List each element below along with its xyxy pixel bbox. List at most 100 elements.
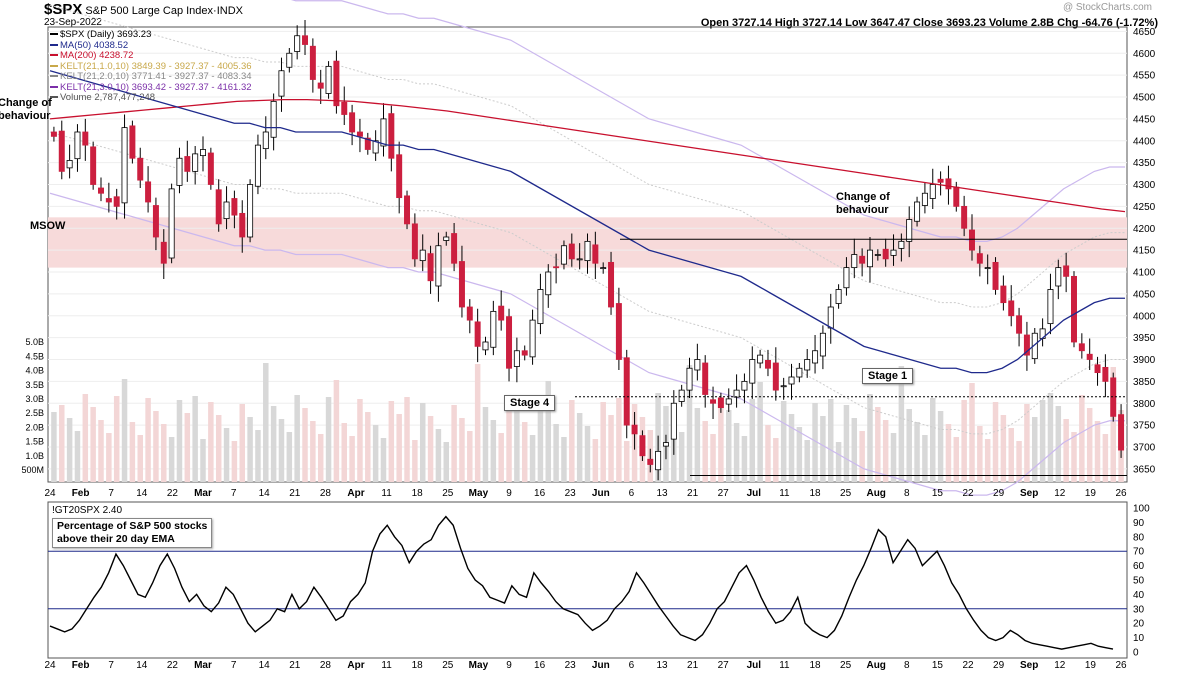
candle-body [262, 131, 269, 150]
candle-body [286, 52, 293, 68]
volume-bar [757, 382, 763, 482]
volume-bar [553, 424, 559, 482]
candle-body [686, 367, 693, 391]
legend-swatch [50, 43, 58, 46]
volume-bar [325, 397, 332, 482]
volume-bar [223, 428, 230, 482]
volume-bar [239, 404, 245, 482]
candle-body [215, 189, 222, 225]
candle-body [231, 198, 238, 216]
volume-bar [1079, 395, 1085, 482]
volume-bar [357, 399, 363, 482]
volume-bar [804, 440, 810, 482]
volume-bar [247, 417, 253, 482]
stage1-label: Stage 1 [862, 368, 914, 384]
y-tick-label: 4650 [1133, 27, 1156, 38]
x-tick-label: 25 [840, 660, 852, 671]
volume-bar [365, 412, 371, 482]
volume-bar [82, 394, 89, 482]
volume-bar [215, 415, 222, 482]
x-tick-label: 21 [687, 660, 699, 671]
legend-text: Volume 2,787,477,248 [60, 92, 156, 103]
volume-bar [733, 423, 740, 482]
candle-body [98, 187, 104, 194]
lower-y-tick-label: 80 [1133, 532, 1145, 543]
volume-bar [412, 440, 418, 482]
candle-body [176, 157, 183, 186]
x-tick-label: 6 [629, 660, 635, 671]
candle-body [1023, 334, 1030, 356]
volume-bar [859, 431, 865, 482]
volume-bar [66, 418, 73, 482]
lower-y-tick-label: 10 [1133, 633, 1145, 644]
chart-date: 23-Sep-2022 [44, 17, 102, 28]
volume-bar [623, 441, 630, 482]
lower-y-tick-label: 100 [1133, 504, 1150, 515]
candle-body [576, 258, 583, 261]
candle-body [976, 253, 983, 264]
candle-body [608, 261, 615, 308]
volume-bar [90, 407, 96, 482]
x-tick-label: Jun [592, 488, 610, 499]
candle-body [553, 266, 560, 269]
volume-bar [898, 366, 905, 482]
candle-body [537, 289, 544, 325]
candle-body [184, 156, 191, 172]
legend-swatch [50, 85, 58, 88]
ohlc-readout: Open 3727.14 High 3727.14 Low 3647.47 Cl… [700, 17, 1158, 29]
x-tick-label: 16 [534, 488, 546, 499]
y-tick-label: 4050 [1133, 289, 1156, 300]
volume-bar [702, 421, 708, 482]
x-tick-label: 12 [1054, 488, 1066, 499]
x-tick-label: Sep [1020, 488, 1038, 499]
candle-body [474, 321, 481, 347]
y-tick-label: 4300 [1133, 180, 1156, 191]
candle-body [631, 424, 638, 435]
volume-bar [765, 425, 771, 482]
candle-body [812, 350, 819, 364]
x-tick-label: 7 [108, 660, 114, 671]
volume-bar [435, 429, 442, 482]
ma50-line [49, 70, 1125, 374]
candle-body [694, 359, 701, 371]
volume-bar [200, 439, 206, 482]
candle-body [200, 149, 207, 157]
candle-body [168, 188, 175, 259]
candle-body [1118, 414, 1125, 451]
candle-body [874, 254, 881, 256]
legend-entry: KELT(21,2.0,10) 3771.41 - 3927.37 - 4083… [50, 71, 252, 82]
y-tick-label: 3900 [1133, 355, 1156, 366]
volume-bar [977, 426, 983, 482]
legend-text: $SPX (Daily) 3693.23 [60, 29, 152, 40]
candle-body [1047, 289, 1054, 325]
x-tick-label: 23 [565, 488, 577, 499]
x-tick-label: 25 [442, 660, 454, 671]
legend-text: MA(200) 4238.72 [60, 50, 134, 61]
candle-body [317, 82, 324, 89]
candle-body [1016, 315, 1023, 334]
volume-bar [953, 437, 960, 482]
x-tick-label: 29 [993, 488, 1005, 499]
volume-bar [922, 435, 928, 482]
watermark: @ StockCharts.com [1062, 2, 1152, 13]
legend-entry: MA(50) 4038.52 [50, 40, 128, 51]
candle-body [890, 249, 897, 256]
volume-bar [710, 434, 716, 482]
candle-body [717, 397, 724, 409]
candle-body [341, 101, 348, 115]
candle-body [129, 125, 136, 159]
volume-bar [741, 436, 748, 482]
x-tick-label: 27 [718, 660, 730, 671]
volume-bar [59, 405, 65, 482]
candle-body [66, 160, 73, 169]
volume-tick-label: 4.5B [25, 351, 44, 361]
volume-bar [843, 405, 850, 482]
ma200-line [49, 98, 1126, 213]
x-tick-label: 22 [962, 488, 974, 499]
volume-bar [129, 422, 136, 482]
candle-body [498, 305, 505, 321]
candle-body [725, 398, 732, 405]
candle-body [568, 243, 575, 260]
volume-bar [851, 418, 858, 482]
volume-bar [176, 400, 183, 482]
